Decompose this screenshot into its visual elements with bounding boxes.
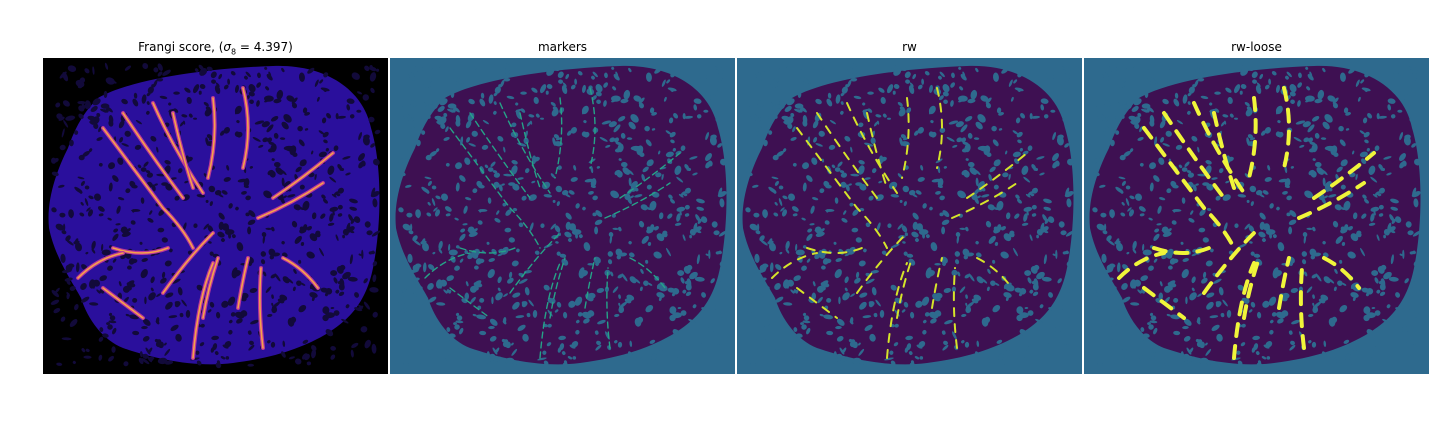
sigma-subscript: 8 bbox=[231, 47, 237, 57]
frangi-score-image bbox=[43, 58, 388, 374]
title-suffix: = 4.397) bbox=[236, 40, 293, 54]
rw-loose-image bbox=[1084, 58, 1429, 374]
panel-canvas bbox=[1084, 58, 1429, 374]
sigma-symbol: σ bbox=[223, 40, 232, 54]
panel-canvas bbox=[390, 58, 735, 374]
rw-image bbox=[737, 58, 1082, 374]
panel-title-rw-loose: rw-loose bbox=[1231, 40, 1282, 54]
markers-image bbox=[390, 58, 735, 374]
panel-title-markers: markers bbox=[537, 40, 588, 54]
panel-canvas bbox=[43, 58, 388, 374]
panel-title-frangi: Frangi score, (σ8 = 4.397) bbox=[43, 40, 388, 56]
panel-canvas bbox=[737, 58, 1082, 374]
panel-title-rw: rw bbox=[902, 40, 917, 54]
title-prefix: Frangi score, ( bbox=[138, 40, 224, 54]
